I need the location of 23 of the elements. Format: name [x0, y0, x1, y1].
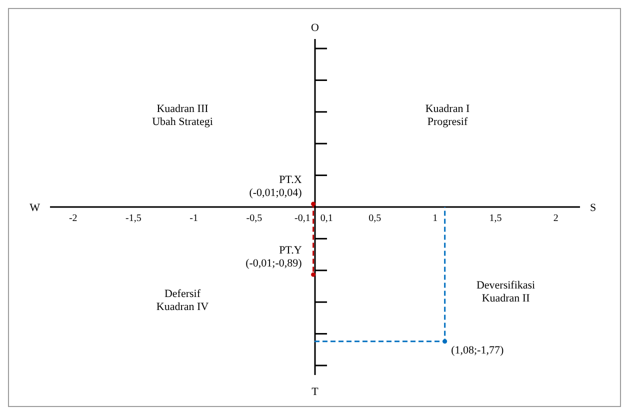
- text: S: [590, 202, 596, 214]
- x-tick-label: -0,1: [294, 213, 310, 224]
- x-tick-label: 1: [432, 213, 438, 224]
- text: T: [312, 386, 319, 398]
- text: Kuadran III Ubah Strategi: [152, 103, 213, 128]
- x-tick-label: -1: [190, 213, 198, 224]
- data-label: (-0,01;-0,89): [246, 258, 302, 270]
- text: W: [30, 202, 41, 214]
- x-tick-label: -1,5: [126, 213, 142, 224]
- text: O: [311, 22, 320, 34]
- data-label: (1,08;-1,77): [451, 344, 504, 356]
- x-tick-label: 0,5: [368, 213, 382, 224]
- annotation: Deversifikasi Kuadran II: [476, 280, 536, 304]
- data-label: (-0,01;0,04): [249, 186, 302, 199]
- annotation: Defersif Kuadran IV: [156, 288, 209, 313]
- x-tick-label: 0,1: [320, 213, 333, 224]
- text: PT.X: [279, 174, 302, 186]
- text: Kuadran I Progresif: [425, 103, 470, 128]
- x-tick-label: 2: [553, 213, 558, 224]
- annotation: PT.Y: [279, 244, 302, 257]
- x-tick-label: 1,5: [489, 213, 502, 224]
- x-tick-label: -2: [68, 213, 78, 224]
- x-tick-label: -0,5: [246, 213, 262, 224]
